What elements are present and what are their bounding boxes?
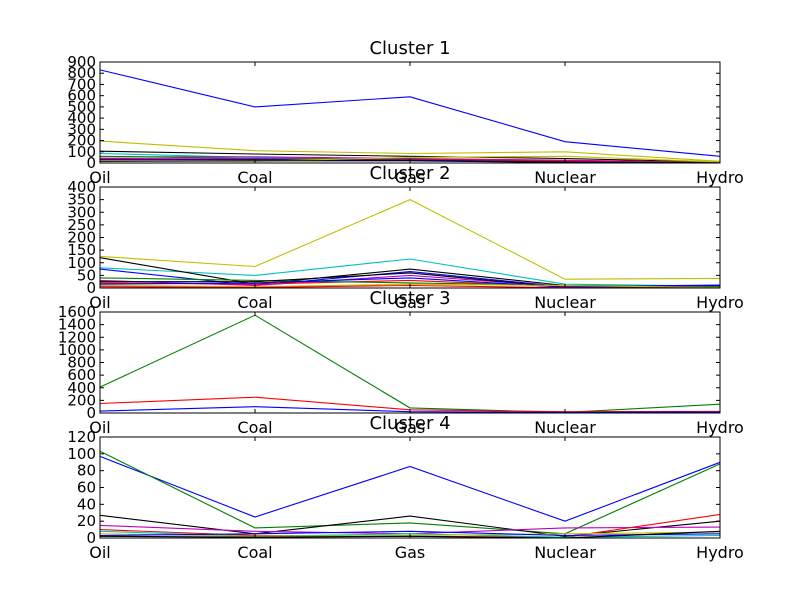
y-tick-label: 100 [67,143,96,161]
series-line-1 [99,314,721,413]
x-tick-label: Nuclear [534,543,596,562]
chart-title: Cluster 4 [369,413,450,434]
y-tick-label: 300 [67,203,96,221]
series-line-1 [99,69,721,157]
x-tick-label: Oil [89,418,110,437]
y-tick-label: 120 [67,428,96,446]
y-tick-label: 200 [67,132,96,150]
y-tick-label: 80 [77,462,96,480]
x-tick-label: Gas [395,543,426,562]
x-tick-label: Oil [89,293,110,312]
y-tick-label: 900 [67,53,96,71]
y-tick-label: 40 [77,495,96,513]
y-tick-label: 400 [67,178,96,196]
y-tick-label: 0 [86,279,96,297]
x-tick-label: Coal [237,418,272,437]
y-tick-label: 500 [67,98,96,116]
series-line-2 [99,140,721,162]
x-tick-label: Gas [395,293,426,312]
y-tick-label: 400 [67,379,96,397]
y-tick-label: 1000 [58,341,96,359]
x-tick-label: Gas [395,168,426,187]
y-tick-label: 1400 [58,316,96,334]
y-tick-label: 0 [86,404,96,422]
series-line-3 [99,514,721,537]
x-tick-label: Hydro [696,293,744,312]
y-tick-label: 800 [67,64,96,82]
x-tick-label: Coal [237,293,272,312]
series-line-1 [99,198,721,280]
y-tick-label: 350 [67,191,96,209]
x-tick-label: Coal [237,543,272,562]
y-tick-label: 100 [67,254,96,272]
y-tick-label: 600 [67,87,96,105]
x-tick-label: Gas [395,418,426,437]
x-tick-label: Coal [237,168,272,187]
y-tick-label: 200 [67,229,96,247]
x-tick-label: Oil [89,543,110,562]
series-line-2 [99,450,721,535]
x-tick-label: Nuclear [534,293,596,312]
series-line-1 [99,455,721,522]
y-tick-label: 50 [77,266,96,284]
y-tick-label: 600 [67,366,96,384]
y-tick-label: 150 [67,241,96,259]
x-tick-label: Nuclear [534,418,596,437]
series-line-3 [99,150,721,163]
y-tick-label: 1600 [58,303,96,321]
x-tick-label: Oil [89,168,110,187]
chart-title: Cluster 1 [369,38,450,59]
y-tick-label: 0 [86,154,96,172]
y-tick-label: 60 [77,479,96,497]
x-tick-label: Nuclear [534,168,596,187]
y-tick-label: 800 [67,354,96,372]
y-tick-label: 20 [77,512,96,530]
y-tick-label: 200 [67,391,96,409]
chart-title: Cluster 3 [369,288,450,309]
y-tick-label: 1200 [58,328,96,346]
y-tick-label: 100 [67,445,96,463]
chart-title: Cluster 2 [369,163,450,184]
y-tick-label: 400 [67,109,96,127]
x-tick-label: Hydro [696,418,744,437]
series-line-2 [99,258,721,287]
y-tick-label: 700 [67,75,96,93]
series-line-8 [99,530,721,537]
y-tick-label: 0 [86,529,96,547]
y-tick-label: 250 [67,216,96,234]
x-tick-label: Hydro [696,168,744,187]
x-tick-label: Hydro [696,543,744,562]
axes-frame [99,311,721,414]
y-tick-label: 300 [67,120,96,138]
